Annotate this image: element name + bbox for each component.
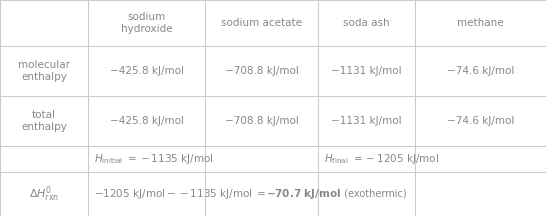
Text: −425.8 kJ/mol: −425.8 kJ/mol (110, 66, 183, 76)
Text: $-1205\ \rm kJ/mol - -1135\ \rm kJ/mol\ =\ $: $-1205\ \rm kJ/mol - -1135\ \rm kJ/mol\ … (94, 187, 266, 201)
Text: −708.8 kJ/mol: −708.8 kJ/mol (224, 116, 299, 126)
Text: $H_{\rm final}$ $= -1205\ \rm kJ/mol$: $H_{\rm final}$ $= -1205\ \rm kJ/mol$ (324, 152, 440, 166)
Text: total
enthalpy: total enthalpy (21, 110, 67, 132)
Text: $\mathbf{-70.7\ kJ/mol}$: $\mathbf{-70.7\ kJ/mol}$ (266, 187, 341, 201)
Text: molecular
enthalpy: molecular enthalpy (18, 60, 70, 82)
Text: −1131 kJ/mol: −1131 kJ/mol (331, 116, 402, 126)
Text: −1131 kJ/mol: −1131 kJ/mol (331, 66, 402, 76)
Text: −74.6 kJ/mol: −74.6 kJ/mol (447, 116, 514, 126)
Text: $H_{\rm initial}$ $= -1135\ \rm kJ/mol$: $H_{\rm initial}$ $= -1135\ \rm kJ/mol$ (94, 152, 213, 166)
Text: soda ash: soda ash (343, 18, 390, 28)
Text: −425.8 kJ/mol: −425.8 kJ/mol (110, 116, 183, 126)
Text: methane: methane (457, 18, 504, 28)
Text: sodium acetate: sodium acetate (221, 18, 302, 28)
Text: $\Delta H^0_{\rm rxn}$: $\Delta H^0_{\rm rxn}$ (29, 184, 59, 204)
Text: sodium
hydroxide: sodium hydroxide (121, 12, 173, 34)
Text: −708.8 kJ/mol: −708.8 kJ/mol (224, 66, 299, 76)
Text: −74.6 kJ/mol: −74.6 kJ/mol (447, 66, 514, 76)
Text: (exothermic): (exothermic) (341, 189, 407, 199)
